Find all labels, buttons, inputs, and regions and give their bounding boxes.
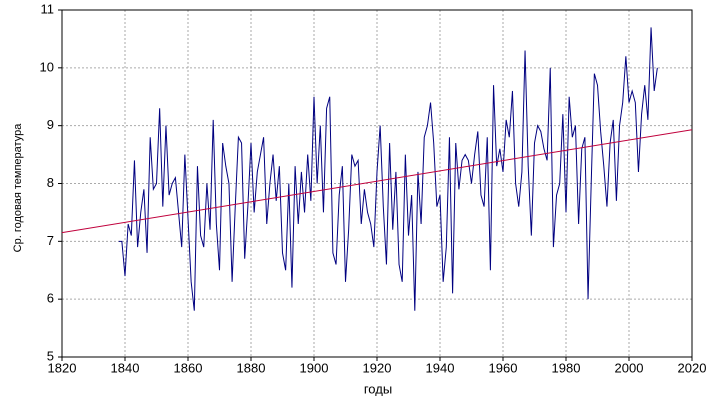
x-tick-label: 1920 <box>363 360 392 375</box>
y-tick-label: 10 <box>40 59 54 74</box>
x-tick-label: 1840 <box>111 360 140 375</box>
y-tick-label: 11 <box>41 1 55 16</box>
y-tick-label: 6 <box>47 291 54 306</box>
x-tick-label: 1960 <box>489 360 518 375</box>
y-tick-label: 8 <box>47 175 54 190</box>
x-tick-label: 1940 <box>426 360 455 375</box>
x-tick-label: 2000 <box>615 360 644 375</box>
y-tick-label: 5 <box>47 348 54 363</box>
y-tick-label: 9 <box>47 117 54 132</box>
x-tick-label: 2020 <box>678 360 707 375</box>
data-line <box>118 27 658 311</box>
plot-frame <box>61 9 693 358</box>
x-tick-label: 1820 <box>48 360 77 375</box>
data-line <box>61 129 693 234</box>
x-axis-label: годы <box>364 381 392 396</box>
x-tick-label: 1880 <box>237 360 266 375</box>
x-tick-label: 1900 <box>300 360 329 375</box>
x-tick-label: 1980 <box>552 360 581 375</box>
y-axis-label: Ср. годовая температура <box>12 123 24 253</box>
y-tick-label: 7 <box>47 233 54 248</box>
x-tick-label: 1860 <box>174 360 203 375</box>
